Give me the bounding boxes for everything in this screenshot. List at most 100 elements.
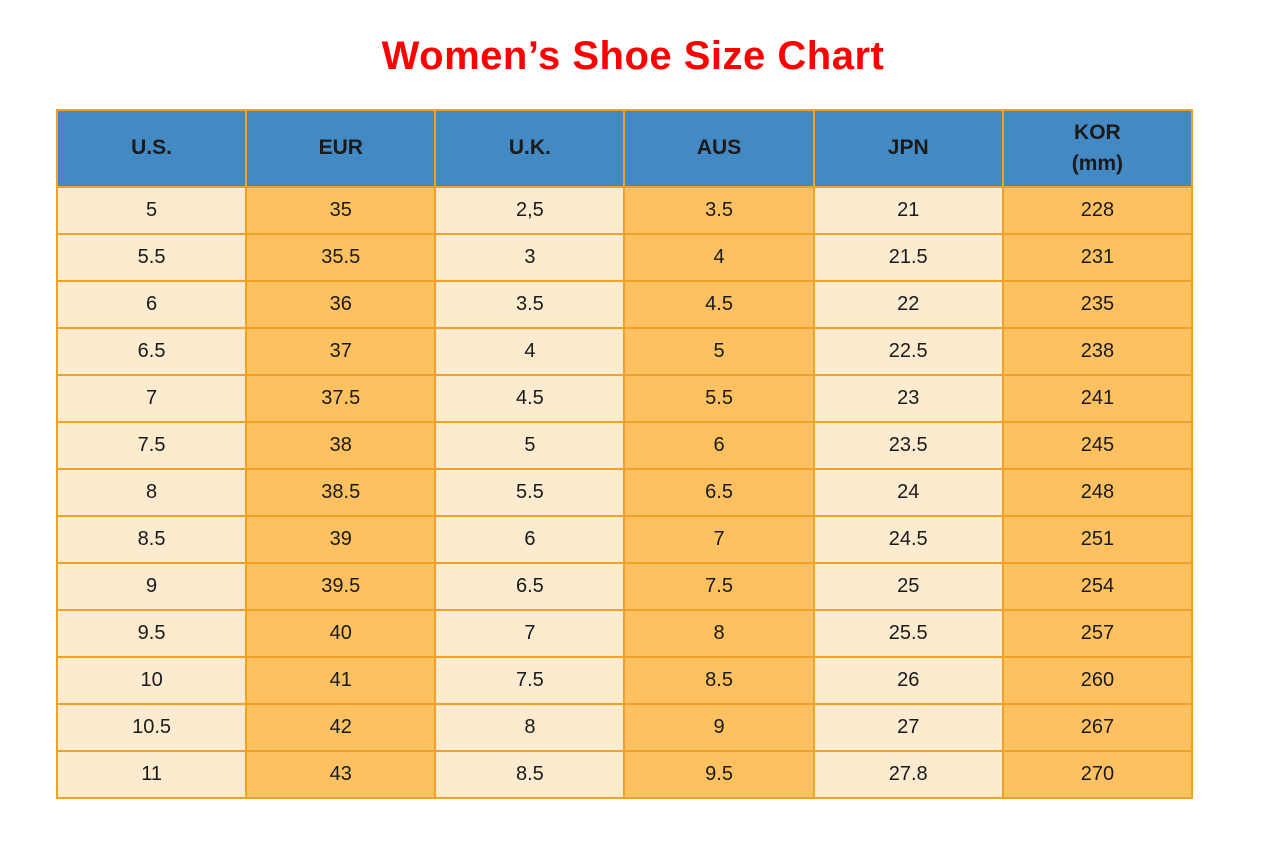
table-row: 10.5 42 8 9 27 267 — [55, 703, 1194, 752]
cell-kor: 254 — [1001, 562, 1194, 611]
cell-eur: 43 — [245, 750, 437, 799]
cell-jpn: 21 — [812, 186, 1004, 235]
cell-aus: 9.5 — [623, 750, 815, 799]
cell-us: 8.5 — [55, 515, 248, 564]
cell-us: 9.5 — [55, 609, 248, 658]
table-row: 6.5 37 4 5 22.5 238 — [55, 327, 1194, 376]
cell-us: 5.5 — [55, 233, 248, 282]
shoe-size-chart-table: U.S. EUR U.K. AUS JPN KOR (mm) 5 35 2,5 3.5 21 228… — [55, 109, 1194, 799]
header-row: U.S. EUR U.K. AUS JPN KOR (mm) — [55, 109, 1194, 188]
cell-aus: 5 — [623, 327, 815, 376]
cell-eur: 39.5 — [245, 562, 437, 611]
table-row: 7.5 38 5 6 23.5 245 — [55, 421, 1194, 470]
cell-kor: 238 — [1001, 327, 1194, 376]
cell-aus: 6 — [623, 421, 815, 470]
cell-jpn: 26 — [812, 656, 1004, 705]
cell-jpn: 24 — [812, 468, 1004, 517]
cell-uk: 5.5 — [434, 468, 626, 517]
cell-jpn: 27.8 — [812, 750, 1004, 799]
cell-kor: 270 — [1001, 750, 1194, 799]
cell-eur: 37 — [245, 327, 437, 376]
cell-eur: 36 — [245, 280, 437, 329]
cell-aus: 5.5 — [623, 374, 815, 423]
cell-kor: 248 — [1001, 468, 1194, 517]
cell-eur: 42 — [245, 703, 437, 752]
cell-eur: 41 — [245, 656, 437, 705]
cell-uk: 3.5 — [434, 280, 626, 329]
cell-eur: 38 — [245, 421, 437, 470]
cell-us: 6.5 — [55, 327, 248, 376]
cell-uk: 6 — [434, 515, 626, 564]
cell-aus: 7 — [623, 515, 815, 564]
cell-kor: 251 — [1001, 515, 1194, 564]
table-header: U.S. EUR U.K. AUS JPN KOR (mm) — [55, 109, 1194, 188]
cell-us: 7.5 — [55, 421, 248, 470]
cell-kor: 235 — [1001, 280, 1194, 329]
table-row: 8 38.5 5.5 6.5 24 248 — [55, 468, 1194, 517]
cell-eur: 37.5 — [245, 374, 437, 423]
cell-eur: 39 — [245, 515, 437, 564]
cell-uk: 5 — [434, 421, 626, 470]
cell-kor: 241 — [1001, 374, 1194, 423]
cell-jpn: 24.5 — [812, 515, 1004, 564]
column-header-eur: EUR — [245, 109, 437, 188]
table-body: 5 35 2,5 3.5 21 228 5.5 35.5 3 4 21.5 231 6 36 3.5 4.5 2… — [55, 186, 1194, 799]
cell-jpn: 22.5 — [812, 327, 1004, 376]
table-row: 9 39.5 6.5 7.5 25 254 — [55, 562, 1194, 611]
cell-aus: 3.5 — [623, 186, 815, 235]
table-row: 8.5 39 6 7 24.5 251 — [55, 515, 1194, 564]
column-header-us: U.S. — [55, 109, 248, 188]
table-row: 5 35 2,5 3.5 21 228 — [55, 186, 1194, 235]
cell-us: 8 — [55, 468, 248, 517]
table-row: 7 37.5 4.5 5.5 23 241 — [55, 374, 1194, 423]
cell-aus: 4 — [623, 233, 815, 282]
cell-kor: 260 — [1001, 656, 1194, 705]
cell-jpn: 25 — [812, 562, 1004, 611]
cell-eur: 40 — [245, 609, 437, 658]
cell-jpn: 22 — [812, 280, 1004, 329]
cell-uk: 8 — [434, 703, 626, 752]
table-row: 5.5 35.5 3 4 21.5 231 — [55, 233, 1194, 282]
cell-jpn: 23.5 — [812, 421, 1004, 470]
cell-aus: 4.5 — [623, 280, 815, 329]
cell-kor: 231 — [1001, 233, 1194, 282]
cell-jpn: 27 — [812, 703, 1004, 752]
cell-kor: 267 — [1001, 703, 1194, 752]
cell-us: 10 — [55, 656, 248, 705]
column-header-aus: AUS — [623, 109, 815, 188]
table-row: 11 43 8.5 9.5 27.8 270 — [55, 750, 1194, 799]
cell-us: 10.5 — [55, 703, 248, 752]
cell-uk: 2,5 — [434, 186, 626, 235]
cell-uk: 3 — [434, 233, 626, 282]
cell-uk: 6.5 — [434, 562, 626, 611]
cell-jpn: 25.5 — [812, 609, 1004, 658]
cell-uk: 8.5 — [434, 750, 626, 799]
table-row: 6 36 3.5 4.5 22 235 — [55, 280, 1194, 329]
cell-uk: 7.5 — [434, 656, 626, 705]
page-title: Women’s Shoe Size Chart — [381, 34, 885, 78]
column-header-kor: KOR (mm) — [1001, 109, 1194, 188]
cell-jpn: 23 — [812, 374, 1004, 423]
cell-us: 9 — [55, 562, 248, 611]
cell-aus: 8 — [623, 609, 815, 658]
cell-kor: 257 — [1001, 609, 1194, 658]
cell-jpn: 21.5 — [812, 233, 1004, 282]
cell-us: 5 — [55, 186, 248, 235]
cell-eur: 38.5 — [245, 468, 437, 517]
cell-uk: 7 — [434, 609, 626, 658]
cell-uk: 4.5 — [434, 374, 626, 423]
cell-kor: 245 — [1001, 421, 1194, 470]
table-row: 9.5 40 7 8 25.5 257 — [55, 609, 1194, 658]
cell-aus: 8.5 — [623, 656, 815, 705]
cell-us: 11 — [55, 750, 248, 799]
cell-aus: 7.5 — [623, 562, 815, 611]
cell-eur: 35.5 — [245, 233, 437, 282]
cell-us: 7 — [55, 374, 248, 423]
table-row: 10 41 7.5 8.5 26 260 — [55, 656, 1194, 705]
cell-uk: 4 — [434, 327, 626, 376]
cell-us: 6 — [55, 280, 248, 329]
cell-eur: 35 — [245, 186, 437, 235]
cell-aus: 6.5 — [623, 468, 815, 517]
cell-kor: 228 — [1001, 186, 1194, 235]
